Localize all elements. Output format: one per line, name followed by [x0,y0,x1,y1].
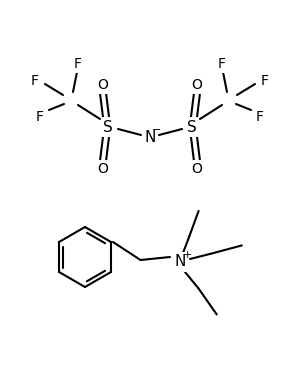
Text: F: F [36,110,44,124]
Text: F: F [74,57,82,71]
Text: O: O [192,162,203,176]
Text: O: O [98,78,108,92]
Text: O: O [192,78,203,92]
Text: N: N [144,129,156,144]
Text: F: F [256,110,264,124]
Text: F: F [31,74,39,88]
Text: S: S [187,120,197,134]
Text: +: + [182,250,192,260]
Text: F: F [261,74,269,88]
Text: N: N [174,254,186,269]
Text: O: O [98,162,108,176]
Text: S: S [103,120,113,134]
Text: F: F [218,57,226,71]
Text: −: − [152,125,162,135]
